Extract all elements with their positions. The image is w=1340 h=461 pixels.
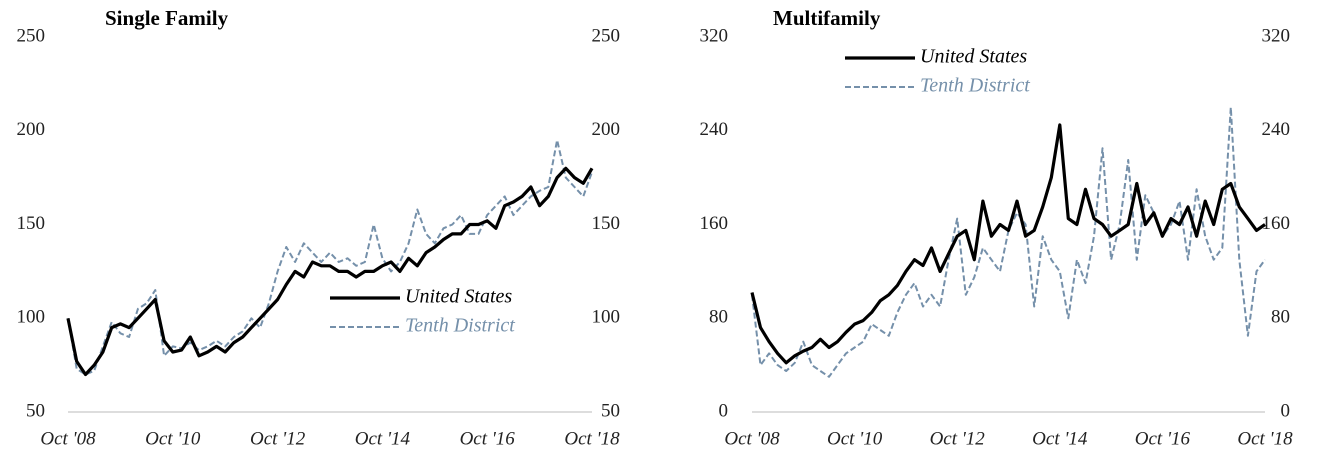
y-tick-label: 0 — [719, 400, 729, 421]
y-tick-label: 200 — [17, 119, 46, 140]
x-tick-label: Oct '18 — [564, 428, 620, 449]
x-tick-label: Oct '08 — [724, 428, 780, 449]
y-tick-label: 80 — [709, 307, 728, 328]
y2-tick-label: 250 — [592, 25, 621, 46]
y2-tick-label: 100 — [592, 307, 621, 328]
y-tick-label: 160 — [700, 213, 729, 234]
series-line — [750, 123, 1266, 365]
y2-tick-label: 160 — [1262, 213, 1291, 234]
x-tick-label: Oct '12 — [250, 428, 306, 449]
y2-tick-label: 80 — [1271, 307, 1290, 328]
y-tick-label: 250 — [17, 25, 46, 46]
x-tick-label: Oct '16 — [460, 428, 516, 449]
x-tick-label: Oct '18 — [1237, 428, 1293, 449]
series-line — [751, 106, 1266, 378]
y2-tick-label: 0 — [1281, 400, 1291, 421]
chart-title: Multifamily — [773, 6, 881, 30]
x-tick-label: Oct '12 — [930, 428, 986, 449]
x-tick-label: Oct '10 — [145, 428, 201, 449]
y-tick-label: 150 — [17, 213, 46, 234]
y2-tick-label: 150 — [592, 213, 621, 234]
legend-label: Tenth District — [405, 315, 515, 337]
x-tick-label: Oct '10 — [827, 428, 883, 449]
y2-tick-label: 200 — [592, 119, 621, 140]
legend-label: United States — [405, 286, 512, 308]
y-tick-label: 240 — [700, 119, 729, 140]
chart-title: Single Family — [105, 6, 229, 30]
x-tick-label: Oct '14 — [1032, 428, 1088, 449]
legend-label: United States — [920, 46, 1027, 68]
y2-tick-label: 320 — [1262, 25, 1291, 46]
y-tick-label: 50 — [26, 400, 45, 421]
x-tick-label: Oct '14 — [355, 428, 411, 449]
y-tick-label: 320 — [700, 25, 729, 46]
series-line — [66, 166, 594, 377]
y2-tick-label: 240 — [1262, 119, 1291, 140]
y2-tick-label: 50 — [601, 400, 620, 421]
legend-label: Tenth District — [920, 75, 1030, 97]
x-tick-label: Oct '08 — [40, 428, 96, 449]
x-tick-label: Oct '16 — [1135, 428, 1191, 449]
series-line — [67, 139, 593, 376]
y-tick-label: 100 — [17, 307, 46, 328]
